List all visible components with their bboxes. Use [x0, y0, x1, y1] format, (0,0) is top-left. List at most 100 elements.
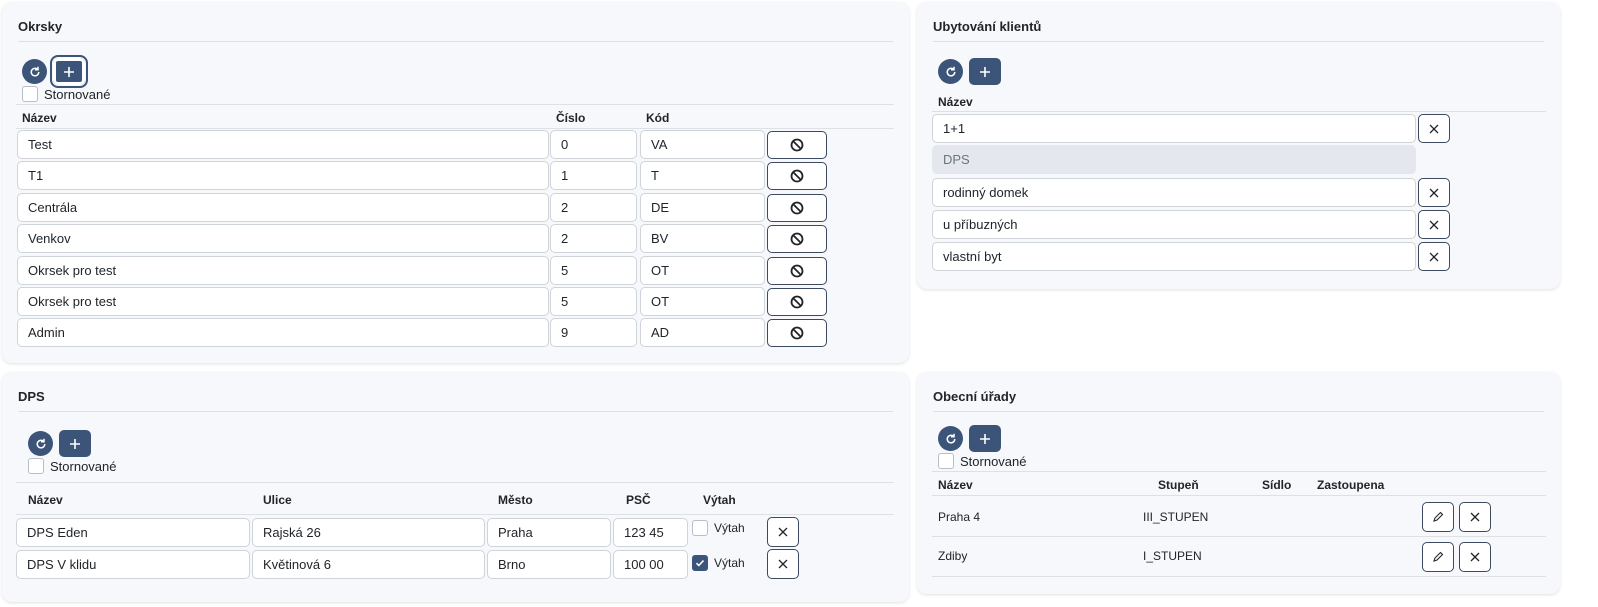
obecni-toolbar [938, 425, 1001, 452]
dps-ulice-field[interactable]: Rajská 26 [252, 518, 485, 547]
plus-icon [980, 433, 990, 444]
obecni-stornovane-label: Stornované [960, 453, 1027, 469]
okrsky-refresh-button[interactable] [22, 59, 47, 84]
ubytovani-add-button[interactable] [969, 58, 1001, 85]
divider [16, 128, 894, 129]
ubytovani-delete-button[interactable] [1418, 114, 1450, 143]
okrsek-cislo-field[interactable]: 0 [550, 130, 637, 159]
col-header-cislo: Číslo [556, 111, 586, 125]
obecni-edit-button[interactable] [1422, 502, 1454, 532]
dps-delete-button[interactable] [767, 517, 799, 547]
ubytovani-delete-button[interactable] [1418, 178, 1450, 207]
okrsek-cislo-field[interactable]: 2 [550, 193, 637, 222]
dps-stornovane[interactable]: Stornované [28, 458, 117, 474]
okrsek-kod-field[interactable]: VA [640, 130, 765, 159]
okrsek-cislo-field[interactable]: 5 [550, 256, 637, 285]
ban-icon [790, 169, 804, 183]
obecni-add-button[interactable] [969, 425, 1001, 452]
ubytovani-delete-button[interactable] [1418, 242, 1450, 271]
dps-add-button[interactable] [59, 430, 91, 457]
okrsek-storno-button[interactable] [767, 131, 827, 159]
dps-psc-field[interactable]: 100 00 [613, 550, 688, 579]
okrsek-nazev-field[interactable]: Okrsek pro test [17, 256, 549, 285]
dps-nazev-field[interactable]: DPS V klidu [16, 550, 250, 579]
dps-title: DPS [18, 372, 893, 412]
okrsek-kod-field[interactable]: OT [640, 256, 765, 285]
ubytovani-nazev-field: DPS [932, 145, 1416, 174]
okrsek-storno-button[interactable] [767, 194, 827, 222]
pencil-icon [1433, 511, 1444, 522]
okrsek-cislo-field[interactable]: 9 [550, 318, 637, 347]
obecni-stornovane[interactable]: Stornované [938, 453, 1027, 469]
dps-vytah[interactable]: Výtah [692, 520, 745, 536]
okrsek-kod-field[interactable]: BV [640, 224, 765, 253]
col-header-stupen: Stupeň [1158, 478, 1199, 492]
okrsek-storno-button[interactable] [767, 319, 827, 347]
ubytovani-delete-button[interactable] [1418, 210, 1450, 239]
dps-psc-field[interactable]: 123 45 [613, 518, 688, 547]
obecni-stornovane-checkbox[interactable] [938, 453, 954, 469]
dps-refresh-button[interactable] [28, 431, 53, 456]
okrsek-storno-button[interactable] [767, 288, 827, 316]
ban-icon [790, 201, 804, 215]
close-icon [1429, 220, 1439, 229]
divider [932, 536, 1546, 537]
ubytovani-refresh-button[interactable] [938, 59, 963, 84]
dps-delete-button[interactable] [767, 549, 799, 579]
close-icon [778, 559, 788, 569]
ban-icon [790, 326, 804, 340]
okrsky-add-button[interactable] [50, 55, 88, 88]
ubytovani-nazev-field[interactable]: vlastní byt [932, 242, 1416, 271]
dps-toolbar [28, 430, 91, 457]
obecni-title: Obecní úřady [933, 372, 1544, 412]
col-header-mesto: Město [498, 493, 533, 507]
col-header-nazev: Název [938, 95, 973, 109]
ubytovani-nazev-field[interactable]: rodinný domek [932, 178, 1416, 207]
okrsek-nazev-field[interactable]: Test [17, 130, 549, 159]
okrsek-nazev-field[interactable]: Venkov [17, 224, 549, 253]
okrsek-cislo-field[interactable]: 2 [550, 224, 637, 253]
okrsek-storno-button[interactable] [767, 257, 827, 285]
dps-ulice-field[interactable]: Květinová 6 [252, 550, 485, 579]
obecni-refresh-button[interactable] [938, 426, 963, 451]
okrsek-kod-field[interactable]: OT [640, 287, 765, 316]
dps-nazev-field[interactable]: DPS Eden [16, 518, 250, 547]
ban-icon [790, 138, 804, 152]
okrsek-kod-field[interactable]: DE [640, 193, 765, 222]
divider [932, 471, 1546, 472]
okrsek-kod-field[interactable]: AD [640, 318, 765, 347]
dps-vytah[interactable]: Výtah [692, 555, 745, 571]
ubytovani-nazev-field[interactable]: u příbuzných [932, 210, 1416, 239]
divider [16, 104, 894, 105]
okrsek-cislo-field[interactable]: 5 [550, 287, 637, 316]
plus-icon [980, 66, 990, 77]
obecni-delete-button[interactable] [1459, 502, 1491, 532]
okrsky-stornovane[interactable]: Stornované [22, 86, 111, 102]
okrsek-storno-button[interactable] [767, 225, 827, 253]
dps-vytah-label: Výtah [714, 521, 745, 535]
okrsek-kod-field[interactable]: T [640, 161, 765, 190]
obecni-delete-button[interactable] [1459, 542, 1491, 572]
dps-mesto-field[interactable]: Praha [487, 518, 611, 547]
okrsek-storno-button[interactable] [767, 162, 827, 190]
ubytovani-nazev-field[interactable]: 1+1 [932, 114, 1416, 143]
col-header-sidlo: Sídlo [1262, 478, 1292, 492]
pencil-icon [1433, 551, 1444, 562]
dps-mesto-field[interactable]: Brno [487, 550, 611, 579]
ban-icon [790, 295, 804, 309]
okrsek-cislo-field[interactable]: 1 [550, 161, 637, 190]
divider [932, 111, 1546, 112]
col-header-ulice: Ulice [263, 493, 292, 507]
dps-vytah-checkbox[interactable] [692, 520, 708, 536]
okrsek-nazev-field[interactable]: Okrsek pro test [17, 287, 549, 316]
okrsky-stornovane-checkbox[interactable] [22, 86, 38, 102]
ubytovani-toolbar [938, 58, 1001, 85]
okrsky-toolbar [22, 55, 88, 88]
okrsek-nazev-field[interactable]: Centrála [17, 193, 549, 222]
dps-stornovane-checkbox[interactable] [28, 458, 44, 474]
okrsek-nazev-field[interactable]: Admin [17, 318, 549, 347]
okrsek-nazev-field[interactable]: T1 [17, 161, 549, 190]
dps-vytah-checkbox[interactable] [692, 555, 708, 571]
obecni-stupen: I_STUPEN [1143, 549, 1202, 563]
obecni-edit-button[interactable] [1422, 542, 1454, 572]
